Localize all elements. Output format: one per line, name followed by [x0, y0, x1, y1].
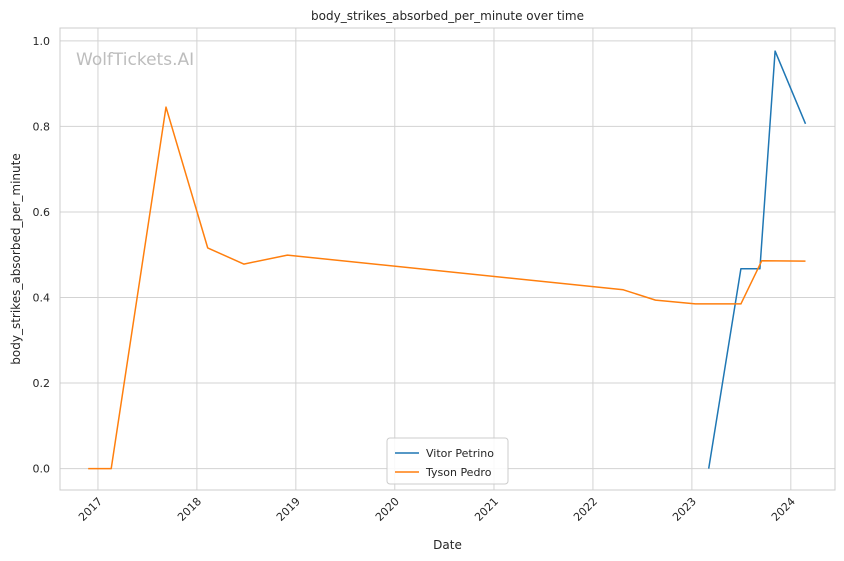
- series-line-tyson-pedro: [88, 106, 806, 470]
- series-lines: [88, 50, 807, 470]
- grid: [60, 28, 835, 490]
- chart-title: body_strikes_absorbed_per_minute over ti…: [311, 9, 584, 23]
- x-axis-label: Date: [433, 538, 462, 552]
- watermark: WolfTickets.AI: [76, 50, 194, 70]
- legend: Vitor Petrino Tyson Pedro: [386, 437, 509, 485]
- y-tick-label: 0.4: [33, 292, 51, 305]
- plot-area-border: [59, 27, 836, 491]
- y-axis-label: body_strikes_absorbed_per_minute: [9, 153, 23, 364]
- legend-label-vitor-petrino: Vitor Petrino: [426, 447, 494, 460]
- y-tick-label: 0.2: [33, 377, 51, 390]
- y-tick-labels: 0.0 0.2 0.4 0.6 0.8 1.0: [33, 35, 51, 476]
- y-tick-label: 0.6: [33, 206, 51, 219]
- y-tick-label: 0.8: [33, 120, 51, 133]
- y-tick-label: 1.0: [33, 35, 51, 48]
- legend-label-tyson-pedro: Tyson Pedro: [425, 466, 492, 479]
- series-line-vitor-petrino: [707, 50, 807, 469]
- y-tick-label: 0.0: [33, 463, 51, 476]
